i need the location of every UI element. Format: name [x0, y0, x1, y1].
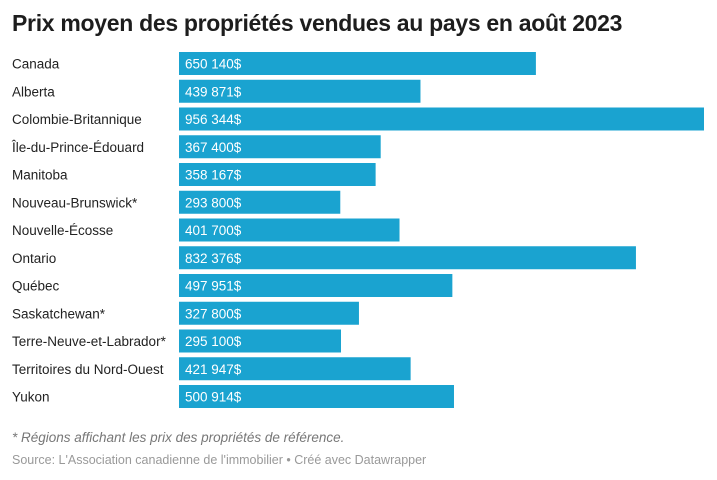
bar — [179, 329, 341, 353]
category-label: Île-du-Prince-Édouard — [11, 140, 144, 155]
bar — [179, 274, 453, 297]
bar — [179, 107, 704, 131]
value-label: 439 871$ — [185, 84, 242, 99]
bar — [179, 163, 376, 186]
bar — [179, 385, 454, 408]
bar — [179, 79, 421, 103]
footnote: * Régions affichant les prix des proprié… — [12, 430, 345, 445]
bar — [179, 190, 341, 214]
category-label: Territoires du Nord-Ouest — [12, 362, 164, 377]
bar — [179, 246, 636, 270]
bar — [179, 52, 536, 75]
category-label: Terre-Neuve-et-Labrador* — [12, 334, 167, 349]
bar — [179, 357, 411, 381]
bar — [179, 301, 359, 325]
value-label: 497 951$ — [185, 279, 242, 294]
category-label: Nouvelle-Écosse — [12, 223, 113, 238]
category-label: Nouveau-Brunswick* — [12, 195, 138, 210]
value-label: 295 100$ — [185, 334, 242, 349]
source-line: Source: L'Association canadienne de l'im… — [12, 453, 427, 467]
category-label: Ontario — [12, 251, 56, 266]
value-label: 956 344$ — [185, 112, 242, 127]
value-label: 358 167$ — [185, 168, 242, 183]
category-label: Manitoba — [12, 168, 68, 183]
bar — [179, 218, 400, 242]
value-label: 650 140$ — [185, 57, 242, 72]
value-label: 367 400$ — [185, 140, 242, 155]
category-label: Saskatchewan* — [12, 306, 106, 321]
chart-title: Prix moyen des propriétés vendues au pay… — [12, 10, 623, 36]
value-label: 832 376$ — [185, 251, 242, 266]
value-label: 327 800$ — [185, 306, 242, 321]
category-label: Québec — [12, 279, 60, 294]
category-label: Colombie-Britannique — [12, 112, 142, 127]
category-label: Alberta — [12, 84, 55, 99]
bar — [179, 135, 381, 159]
value-label: 500 914$ — [185, 390, 242, 405]
category-label: Yukon — [12, 390, 50, 405]
value-label: 421 947$ — [185, 362, 242, 377]
value-label: 293 800$ — [185, 195, 242, 210]
category-label: Canada — [12, 57, 60, 72]
value-label: 401 700$ — [185, 223, 242, 238]
